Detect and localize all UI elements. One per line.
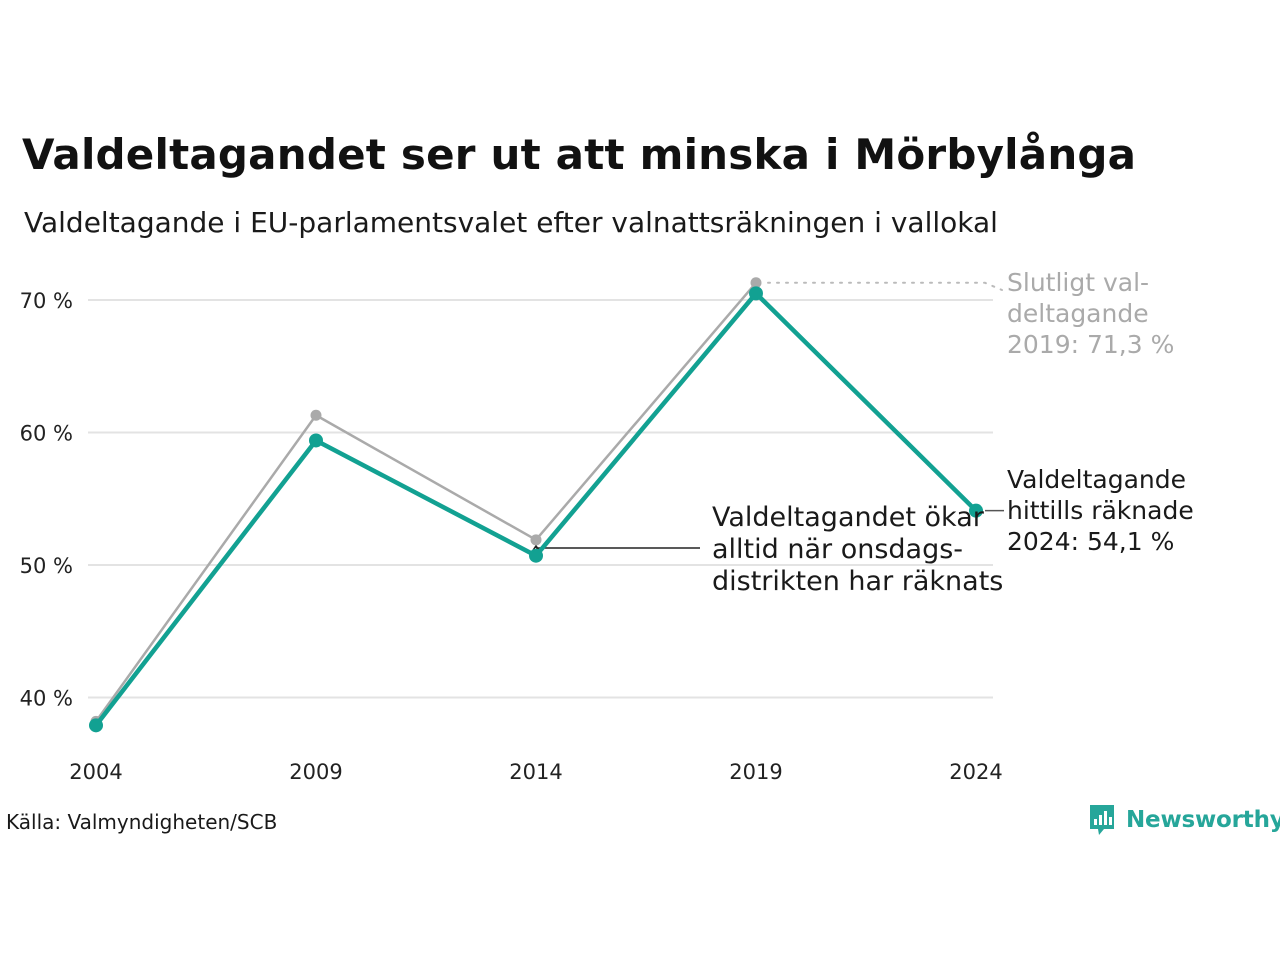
election-night-turnout-point: [529, 548, 543, 563]
annotation-final-2019-line: Slutligt val-: [1007, 268, 1149, 297]
annotation-connector-2019: [767, 281, 1003, 291]
annotation-final-2019-line: deltagande: [1007, 299, 1149, 328]
x-tick-label: 2014: [509, 760, 562, 784]
annotation-counted-2024: Valdeltagande hittills räknade 2024: 54,1 …: [1007, 465, 1194, 556]
annotation-counted-2024-line: hittills räknade: [1007, 496, 1194, 525]
annotation-wednesday-districts-line: Valdeltagandet ökar: [712, 502, 985, 533]
election-night-turnout-point: [309, 433, 323, 448]
gridlines: [88, 299, 993, 699]
annotation-wednesday-districts: Valdeltagandet ökar alltid när onsdags-di…: [712, 502, 1003, 597]
annotation-counted-2024-line: Valdeltagande: [1007, 465, 1186, 494]
election-night-turnout-point: [89, 718, 103, 733]
y-tick-label: 50 %: [20, 554, 73, 578]
y-tick-label: 70 %: [20, 289, 73, 313]
annotation-wednesday-districts-line: alltid när onsdags-: [712, 534, 963, 565]
annotation-final-2019-line: 2019: 71,3 %: [1007, 330, 1174, 359]
final-turnout-point: [750, 277, 762, 289]
election-night-turnout-point: [749, 286, 763, 301]
final-turnout-point: [310, 409, 322, 421]
chart-title: Valdeltagandet ser ut att minska i Mörby…: [22, 130, 1137, 179]
x-tick-label: 2019: [729, 760, 782, 784]
final-turnout-line: [94, 281, 758, 723]
series: [89, 277, 983, 733]
x-axis-tick-labels: 2004 2009 2014 2019 2024: [69, 760, 1002, 784]
x-tick-label: 2009: [289, 760, 342, 784]
y-axis-tick-labels: 40 % 50 % 60 % 70 %: [20, 289, 73, 711]
annotation-final-2019: Slutligt val-deltagande 2019: 71,3 %: [1007, 268, 1174, 359]
x-tick-label: 2024: [949, 760, 1002, 784]
y-tick-label: 40 %: [20, 687, 73, 711]
newsworthy-logo[interactable]: Newsworthy: [1088, 803, 1280, 837]
annotation-wednesday-districts-line: distrikten har räknats: [712, 566, 1003, 597]
election-night-turnout-point: [969, 503, 983, 518]
annotation-counted-2024-line: 2024: 54,1 %: [1007, 527, 1174, 556]
annotation-texts: Slutligt val-deltagande 2019: 71,3 % Valde…: [712, 268, 1194, 597]
chart-subtitle: Valdeltagande i EU-parlamentsvalet efter…: [24, 206, 998, 239]
brand-name: Newsworthy: [1126, 807, 1280, 833]
x-tick-label: 2004: [69, 760, 122, 784]
y-tick-label: 60 %: [20, 422, 73, 446]
newsworthy-logo-icon: [1090, 805, 1114, 835]
source-credit: Källa: Valmyndigheten/SCB: [6, 810, 278, 834]
final-turnout-point: [530, 534, 542, 546]
